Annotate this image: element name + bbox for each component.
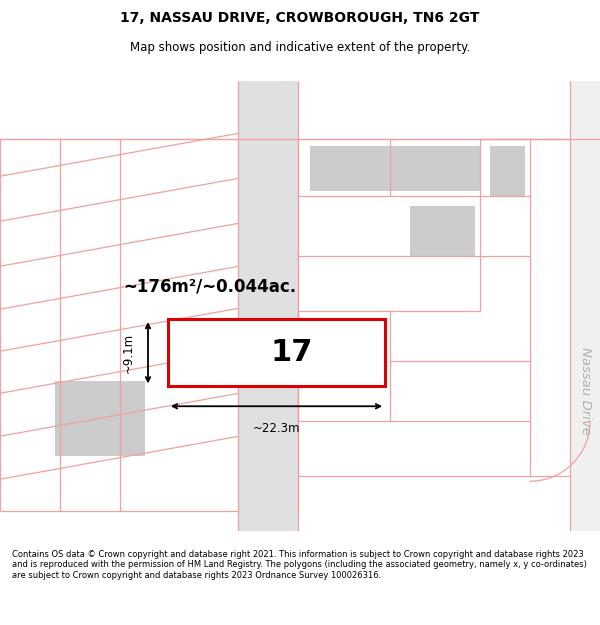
Polygon shape [238, 81, 298, 531]
Polygon shape [410, 206, 475, 256]
Polygon shape [168, 319, 385, 386]
Text: 17, NASSAU DRIVE, CROWBOROUGH, TN6 2GT: 17, NASSAU DRIVE, CROWBOROUGH, TN6 2GT [121, 11, 479, 26]
Polygon shape [55, 381, 145, 456]
Text: ~176m²/~0.044ac.: ~176m²/~0.044ac. [124, 278, 296, 295]
Text: Map shows position and indicative extent of the property.: Map shows position and indicative extent… [130, 41, 470, 54]
Text: ~22.3m: ~22.3m [253, 422, 300, 435]
Text: Contains OS data © Crown copyright and database right 2021. This information is : Contains OS data © Crown copyright and d… [12, 550, 587, 580]
Text: Nassau Drive: Nassau Drive [578, 348, 592, 435]
Text: 17: 17 [271, 338, 313, 367]
Polygon shape [310, 146, 480, 191]
Polygon shape [570, 81, 600, 531]
Text: ~9.1m: ~9.1m [121, 332, 134, 372]
Polygon shape [490, 146, 525, 196]
